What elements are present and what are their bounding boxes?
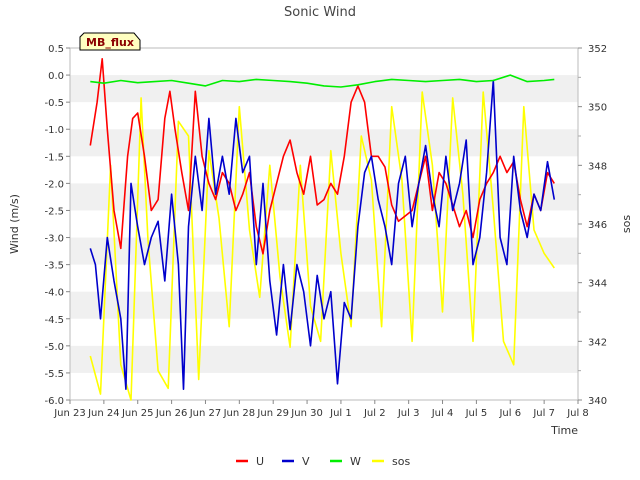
- series-line-u: [89, 57, 555, 255]
- series-line-sos: [89, 91, 555, 401]
- x-tick-label: Jul 1: [329, 408, 352, 419]
- y-tick-label: -6.0: [44, 396, 64, 407]
- y-tick-label: 0.5: [48, 44, 64, 55]
- x-tick-label: Jul 4: [431, 408, 454, 419]
- x-tick-label: Jul 3: [397, 408, 420, 419]
- x-tick-label: Jun 30: [290, 408, 323, 419]
- site-badge-shape: [79, 32, 141, 51]
- y-tick-label: -1.0: [44, 125, 64, 136]
- site-badge-label: MB_flux: [86, 36, 134, 49]
- x-tick-label: Jun 29: [256, 408, 289, 419]
- x-tick-label: Jun 26: [155, 408, 188, 419]
- x-tick-label: Jun 24: [87, 408, 120, 419]
- x-tick-label: Jul 8: [566, 408, 589, 419]
- grid-band: [70, 129, 578, 157]
- y-tick-label: -5.0: [44, 342, 64, 353]
- y-tick-label: -0.5: [44, 98, 64, 109]
- y-tick-label: -2.0: [44, 179, 64, 190]
- x-axis: Jun 23 Jun 24 Jun 25 Jun 26 Jun 27 Jun 28 Jun …: [53, 400, 589, 419]
- series-line-v: [89, 79, 556, 391]
- x-tick-label: Jul 6: [498, 408, 521, 419]
- plot-background: [70, 48, 578, 400]
- y2-tick-label: 342: [588, 337, 607, 348]
- y-tick-label: -3.5: [44, 261, 64, 272]
- x-tick-label: Jun 28: [223, 408, 256, 419]
- y2-tick-label: 352: [588, 44, 607, 55]
- legend-label-w: W: [350, 455, 361, 468]
- x-tick-label: Jul 5: [465, 408, 488, 419]
- legend-label-v: V: [302, 455, 310, 468]
- y2-tick-label: 350: [588, 103, 607, 114]
- legend-label-sos: sos: [392, 455, 410, 468]
- y-tick-label: -4.5: [44, 315, 64, 326]
- x-axis-label: Time: [550, 424, 578, 437]
- y-axis-right: 352 350 348 346 344 342 340: [578, 44, 607, 407]
- y2-tick-label: 348: [588, 161, 607, 172]
- x-tick-label: Jul 7: [532, 408, 555, 419]
- x-tick-label: Jul 2: [363, 408, 386, 419]
- x-tick-label: Jun 25: [121, 408, 154, 419]
- y-tick-label: 0.0: [48, 71, 64, 82]
- y-tick-label: -2.5: [44, 206, 64, 217]
- y2-tick-label: 346: [588, 220, 607, 231]
- y-tick-label: -5.5: [44, 369, 64, 380]
- grid-band: [70, 345, 578, 373]
- x-tick-label: Jun 27: [189, 408, 222, 419]
- y-axis-label: Wind (m/s): [8, 194, 21, 254]
- y-tick-label: -1.5: [44, 152, 64, 163]
- chart-title: Sonic Wind: [284, 5, 356, 20]
- y2-tick-label: 340: [588, 396, 607, 407]
- y-axis-left: 0.5 0.0 -0.5 -1.0 -1.5 -2.0 -2.5 -3.0 -3.5 -4.0 -4…: [44, 44, 70, 407]
- x-tick-label: Jun 23: [53, 408, 86, 419]
- series-lines: [89, 57, 556, 401]
- y-tick-label: -3.0: [44, 234, 64, 245]
- y2-tick-label: 344: [588, 279, 607, 290]
- grid-band: [70, 237, 578, 265]
- grid-band: [70, 75, 578, 103]
- series-line-w: [90, 74, 555, 88]
- y2-axis-label: sos: [620, 215, 633, 233]
- site-badge: MB_flux: [79, 32, 141, 51]
- background-bands: [70, 48, 578, 400]
- y-tick-label: -4.0: [44, 288, 64, 299]
- legend-label-u: U: [256, 455, 264, 468]
